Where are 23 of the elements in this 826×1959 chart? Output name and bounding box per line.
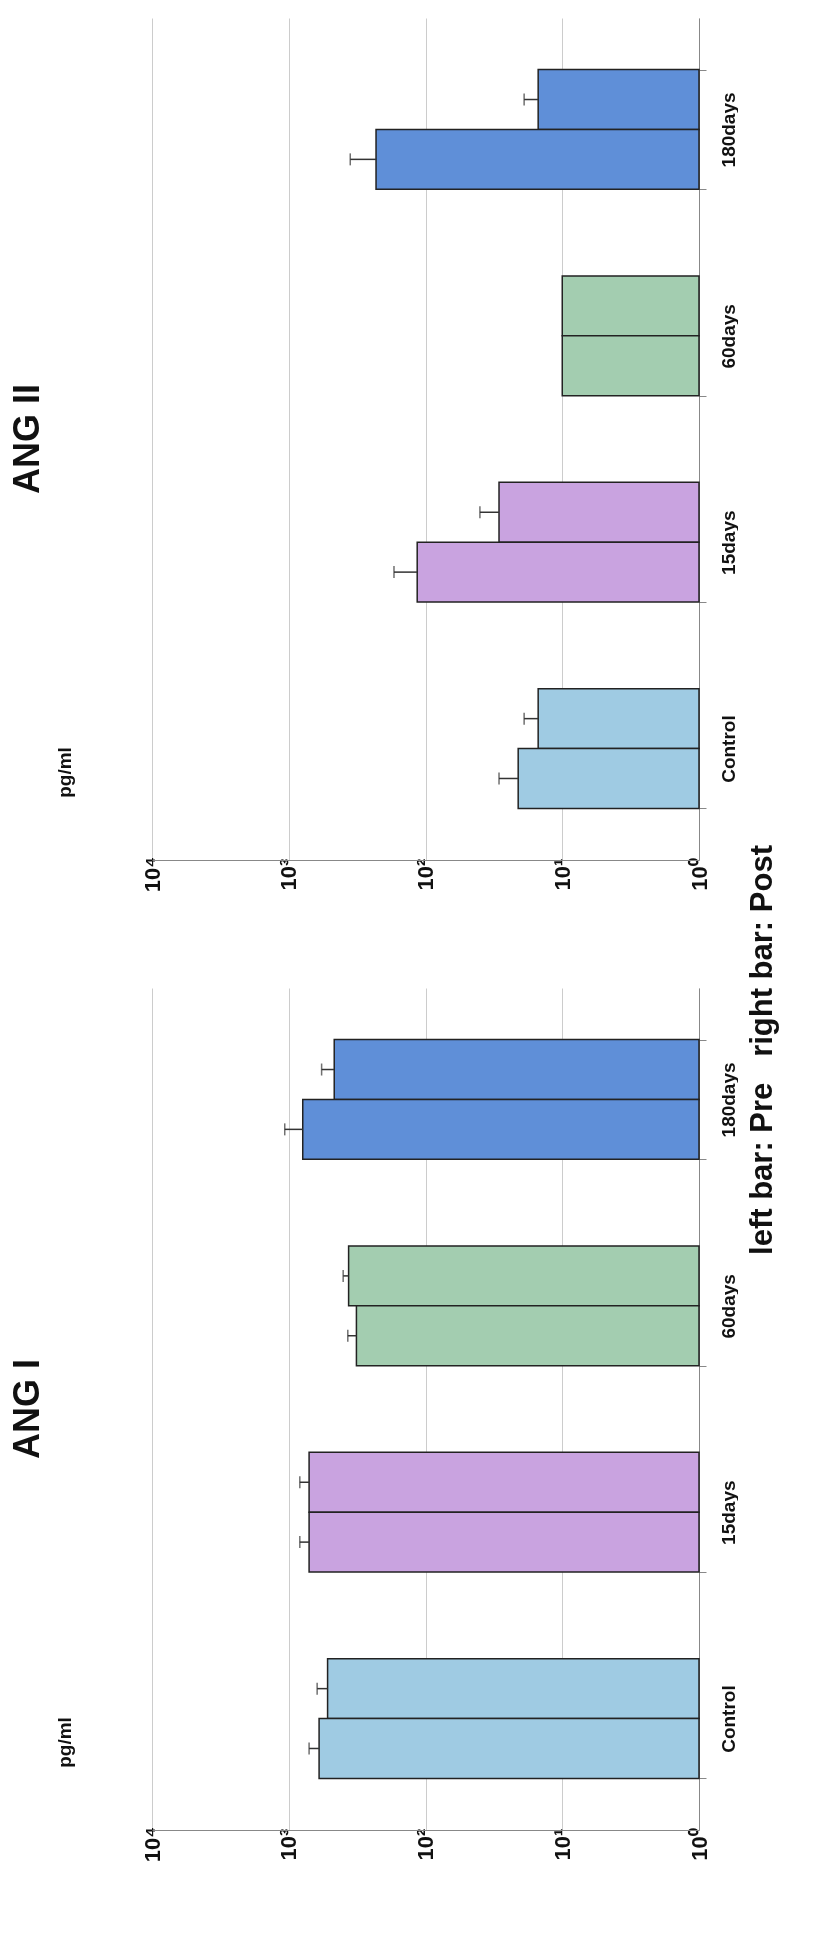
y-axis-title: pg/ml <box>53 747 75 798</box>
x-tick-label: 10³ <box>276 858 302 891</box>
text: left bar: Pre right bar: Post <box>744 845 780 1255</box>
x-tick-label: 10⁴ <box>139 1826 165 1863</box>
y-tick-label: Control <box>717 715 739 783</box>
y-tick-label: 60days <box>717 304 739 369</box>
y-tick-label: 180days <box>717 1062 739 1138</box>
y-tick-label: Control <box>717 1685 739 1753</box>
x-tick-label: 10⁰ <box>686 1828 712 1861</box>
x-tick-label: 10² <box>413 1828 438 1861</box>
x-tick-label: 10¹ <box>549 1828 575 1861</box>
x-tick-label: 10³ <box>276 1828 302 1861</box>
x-tick-label: 10⁰ <box>686 858 712 891</box>
y-axis-title: pg/ml <box>53 1717 75 1768</box>
x-tick-label: 10² <box>413 858 438 891</box>
y-tick-label: 15days <box>717 1480 739 1545</box>
text: ANG I <box>6 1358 47 1460</box>
y-tick-label: 60days <box>717 1274 739 1339</box>
x-tick-label: 10¹ <box>549 858 575 891</box>
text: ANG II <box>6 383 47 495</box>
x-tick-label: 10⁴ <box>139 856 165 893</box>
y-tick-label: 15days <box>717 510 739 575</box>
y-tick-label: 180days <box>717 92 739 168</box>
